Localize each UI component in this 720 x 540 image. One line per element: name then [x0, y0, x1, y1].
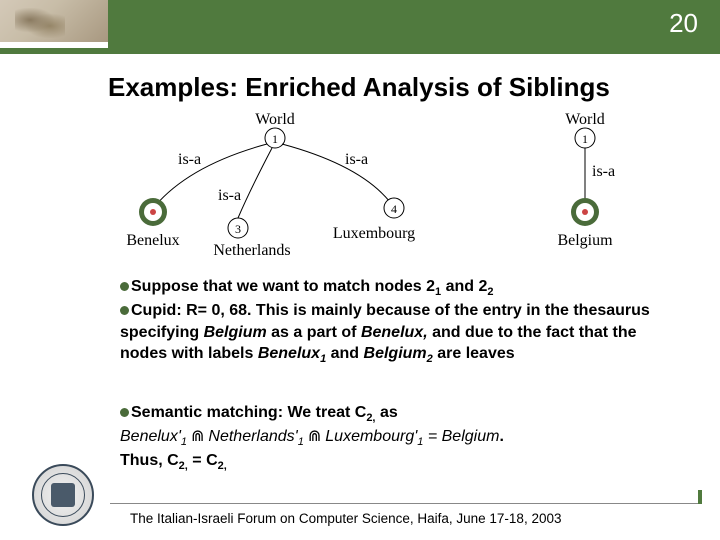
node-belgium-highlight-dot	[582, 209, 588, 215]
body-paragraph-2: Semantic matching: We treat C2, as Benel…	[120, 402, 690, 474]
svg-text:4: 4	[391, 202, 397, 216]
bullet-icon	[120, 408, 129, 417]
svg-text:1: 1	[582, 132, 588, 146]
bullet-icon	[120, 306, 129, 315]
header-bar: 20	[0, 0, 720, 54]
footer-accent	[698, 490, 702, 504]
slide-title: Examples: Enriched Analysis of Siblings	[108, 72, 610, 103]
node-label-netherlands: Netherlands	[213, 242, 290, 259]
edge-label: is-a	[345, 151, 368, 168]
edge-label: is-a	[592, 163, 615, 180]
slide-number: 20	[669, 8, 698, 39]
edge	[282, 144, 390, 202]
node-label-world-left: World	[255, 111, 295, 128]
svg-text:3: 3	[235, 222, 241, 236]
edge	[155, 144, 267, 206]
header-decorative-image	[0, 0, 108, 48]
footer-divider	[110, 503, 698, 504]
edge-label: is-a	[178, 151, 201, 168]
footer-text: The Italian-Israeli Forum on Computer Sc…	[130, 511, 561, 526]
node-label-world-right: World	[565, 111, 605, 128]
university-crest-icon	[32, 464, 94, 526]
bullet-icon	[120, 282, 129, 291]
node-label-belgium: Belgium	[557, 232, 613, 249]
svg-text:1: 1	[272, 132, 278, 146]
body-paragraph-1: Suppose that we want to match nodes 21 a…	[120, 276, 680, 367]
node-label-benelux: Benelux	[126, 232, 179, 249]
node-label-luxembourg: Luxembourg	[333, 225, 415, 242]
edge-label: is-a	[218, 187, 241, 204]
edge	[238, 148, 272, 218]
sibling-trees-diagram: World 1 is-a is-a is-a Benelux 3 Netherl…	[120, 110, 660, 260]
node-benelux-highlight-dot	[150, 209, 156, 215]
